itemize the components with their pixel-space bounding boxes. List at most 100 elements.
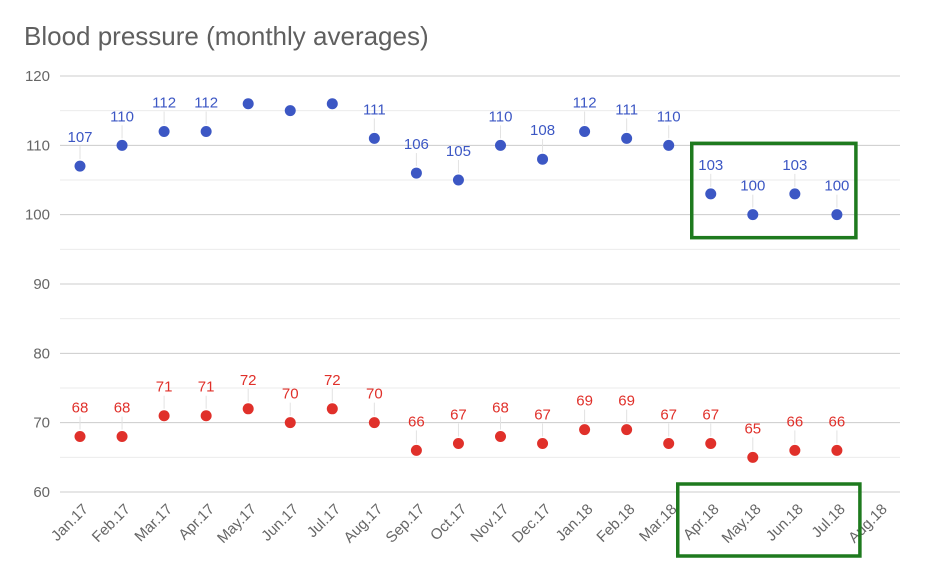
data-label: 70 xyxy=(366,386,383,403)
data-point xyxy=(284,417,296,429)
x-tick-label: Dec.17 xyxy=(509,501,555,547)
data-point xyxy=(452,437,464,449)
y-axis: 60 70 80 90 100 110 120 xyxy=(25,68,50,501)
data-point xyxy=(831,444,843,456)
data-point xyxy=(705,437,717,449)
x-tick-label: Jul.17 xyxy=(304,501,344,541)
data-point xyxy=(663,139,675,151)
data-point xyxy=(621,424,633,436)
y-tick-label: 90 xyxy=(33,276,50,293)
x-tick-label: Aug.18 xyxy=(845,501,891,547)
data-label: 71 xyxy=(198,379,215,396)
data-label: 108 xyxy=(530,122,555,139)
data-label: 68 xyxy=(114,400,131,417)
data-label: 66 xyxy=(829,413,846,430)
data-series: 107 110 112 112 111 106 105 110 108 112 111 110 103 1… xyxy=(67,94,849,463)
data-point xyxy=(537,437,549,449)
x-tick-label: Jan.17 xyxy=(48,501,92,545)
y-tick-label: 120 xyxy=(25,68,50,85)
x-tick-label: Feb.18 xyxy=(593,501,638,546)
data-point xyxy=(368,132,380,144)
x-tick-label: Apr.18 xyxy=(680,501,723,544)
data-point xyxy=(495,431,506,443)
data-label: 112 xyxy=(194,94,218,111)
data-point xyxy=(789,188,801,200)
data-point xyxy=(789,444,801,456)
data-point xyxy=(200,410,212,422)
data-point xyxy=(621,132,633,144)
data-label: 72 xyxy=(324,372,341,389)
data-point xyxy=(747,451,759,463)
data-point xyxy=(537,153,549,165)
data-point xyxy=(747,209,759,221)
x-tick-label: Jul.18 xyxy=(808,501,848,541)
y-tick-label: 110 xyxy=(26,137,50,154)
data-label: 68 xyxy=(72,400,89,417)
x-tick-label: Jan.18 xyxy=(553,501,597,545)
data-point xyxy=(116,139,128,151)
data-point xyxy=(410,167,422,179)
data-label: 65 xyxy=(744,420,761,437)
highlight-box xyxy=(676,482,862,558)
y-tick-label: 70 xyxy=(33,415,50,432)
data-label: 106 xyxy=(404,136,429,153)
x-tick-label: Apr.17 xyxy=(175,501,218,544)
data-label: 111 xyxy=(363,101,386,118)
data-label: 67 xyxy=(450,406,467,423)
data-point xyxy=(410,444,422,456)
data-point xyxy=(242,98,254,110)
x-tick-label: Jun.18 xyxy=(763,501,807,545)
data-point xyxy=(326,403,338,415)
data-label: 111 xyxy=(615,101,638,118)
data-point xyxy=(452,174,464,186)
data-label: 112 xyxy=(573,94,597,111)
data-label: 110 xyxy=(489,108,513,125)
x-tick-label: Feb.17 xyxy=(89,501,134,546)
data-point xyxy=(368,417,380,429)
data-label: 72 xyxy=(240,372,257,389)
data-label: 67 xyxy=(702,406,719,423)
data-point xyxy=(663,437,675,449)
data-point xyxy=(705,188,717,200)
data-label: 107 xyxy=(67,129,92,146)
y-tick-label: 80 xyxy=(33,345,50,362)
data-point xyxy=(74,431,86,443)
data-label: 69 xyxy=(618,393,635,410)
data-label: 67 xyxy=(660,406,677,423)
grid xyxy=(60,75,900,493)
x-tick-label: Aug.17 xyxy=(341,501,387,547)
data-label: 110 xyxy=(657,108,681,125)
data-point xyxy=(74,160,86,172)
data-point xyxy=(284,105,296,117)
data-point xyxy=(326,98,338,110)
x-tick-label: May.18 xyxy=(719,501,765,547)
data-point xyxy=(242,403,254,415)
data-label: 100 xyxy=(740,178,765,195)
data-label: 103 xyxy=(782,157,807,174)
data-point xyxy=(579,424,591,436)
data-point xyxy=(158,125,170,137)
data-point xyxy=(495,139,506,151)
data-point xyxy=(831,209,843,221)
data-label: 105 xyxy=(446,143,471,160)
highlight-box xyxy=(690,141,858,240)
data-point xyxy=(116,431,128,443)
highlight-boxes xyxy=(676,141,862,558)
data-label: 110 xyxy=(110,108,134,125)
data-point xyxy=(579,125,591,137)
data-label: 71 xyxy=(156,379,173,396)
data-label: 70 xyxy=(282,386,299,403)
data-point xyxy=(158,410,170,422)
data-label: 66 xyxy=(787,413,804,430)
chart-title: Blood pressure (monthly averages) xyxy=(24,21,429,51)
data-label: 67 xyxy=(534,406,551,423)
data-label: 103 xyxy=(698,157,723,174)
data-label: 100 xyxy=(824,178,849,195)
data-label: 69 xyxy=(576,393,593,410)
x-tick-label: Jun.17 xyxy=(258,501,302,545)
data-label: 68 xyxy=(492,400,509,417)
x-tick-label: Sep.17 xyxy=(383,501,429,547)
data-label: 112 xyxy=(152,94,176,111)
x-tick-label: Mar.17 xyxy=(131,501,175,545)
